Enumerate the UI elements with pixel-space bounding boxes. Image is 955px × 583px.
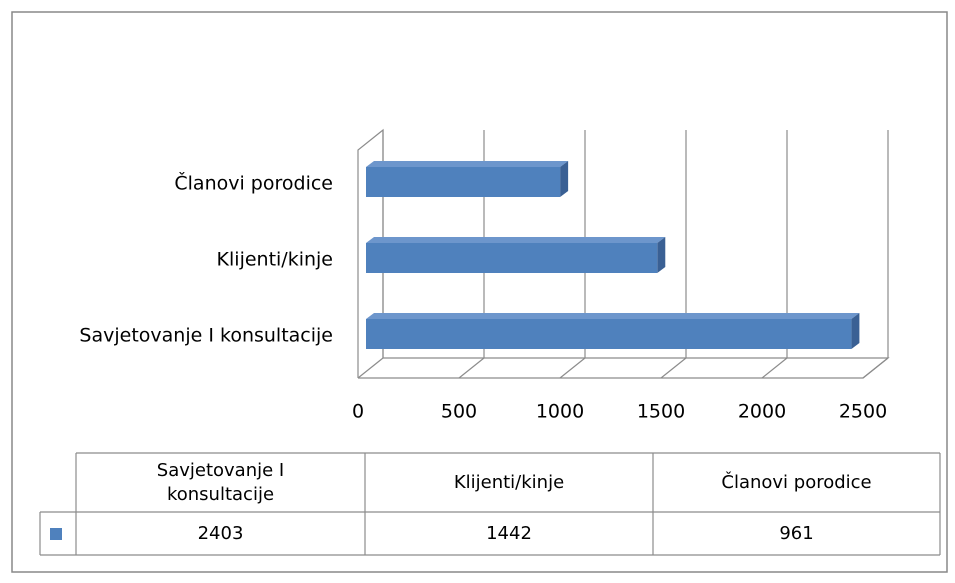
bar-top [366, 161, 569, 167]
bar-side [657, 237, 666, 273]
bar-top [366, 237, 666, 243]
bar-side [851, 313, 860, 349]
bar [366, 243, 658, 273]
x-tick-label: 1000 [536, 401, 584, 423]
x-tick-label: 1500 [637, 401, 685, 423]
y-tick-label: Savjetovanje I konsultacije [79, 325, 333, 347]
table-value-text: 961 [779, 522, 814, 544]
table-header-text: Savjetovanje I konsultacije [156, 459, 285, 505]
chart-border [11, 11, 948, 573]
x-tick-label: 0 [352, 401, 364, 423]
table-value: 2403 [76, 512, 365, 555]
floor-grid-line [761, 357, 788, 379]
floor-grid-line [862, 357, 889, 379]
floor-grid-line [660, 357, 687, 379]
x-tick-label: 500 [441, 401, 477, 423]
table-header: Klijenti/kinje [365, 453, 653, 512]
bar-side [560, 161, 569, 197]
table-header-text: Klijenti/kinje [453, 471, 565, 493]
floor-grid-line [458, 357, 485, 379]
table-value-text: 2403 [197, 522, 244, 544]
floor-grid-line [559, 357, 586, 379]
bar [366, 167, 561, 197]
table-value: 961 [653, 512, 940, 555]
bar-top [366, 313, 860, 319]
y-tick-label: Klijenti/kinje [217, 249, 333, 271]
table-value: 1442 [365, 512, 653, 555]
x-tick-label: 2500 [839, 401, 887, 423]
x-tick-label: 2000 [738, 401, 786, 423]
floor-grid-line [357, 357, 384, 379]
table-header: Savjetovanje I konsultacije [76, 453, 365, 512]
table-header-text: Članovi porodice [721, 471, 872, 493]
table-value-text: 1442 [486, 522, 532, 544]
plot-area: 0 500 1000 1500 2000 2500 Savjetovanje I konsu… [79, 128, 890, 423]
bar [366, 319, 852, 349]
y-tick-label: Članovi porodice [174, 171, 333, 195]
legend-key [50, 528, 62, 540]
data-table-lines [39, 452, 941, 556]
table-header: Članovi porodice [653, 453, 940, 512]
